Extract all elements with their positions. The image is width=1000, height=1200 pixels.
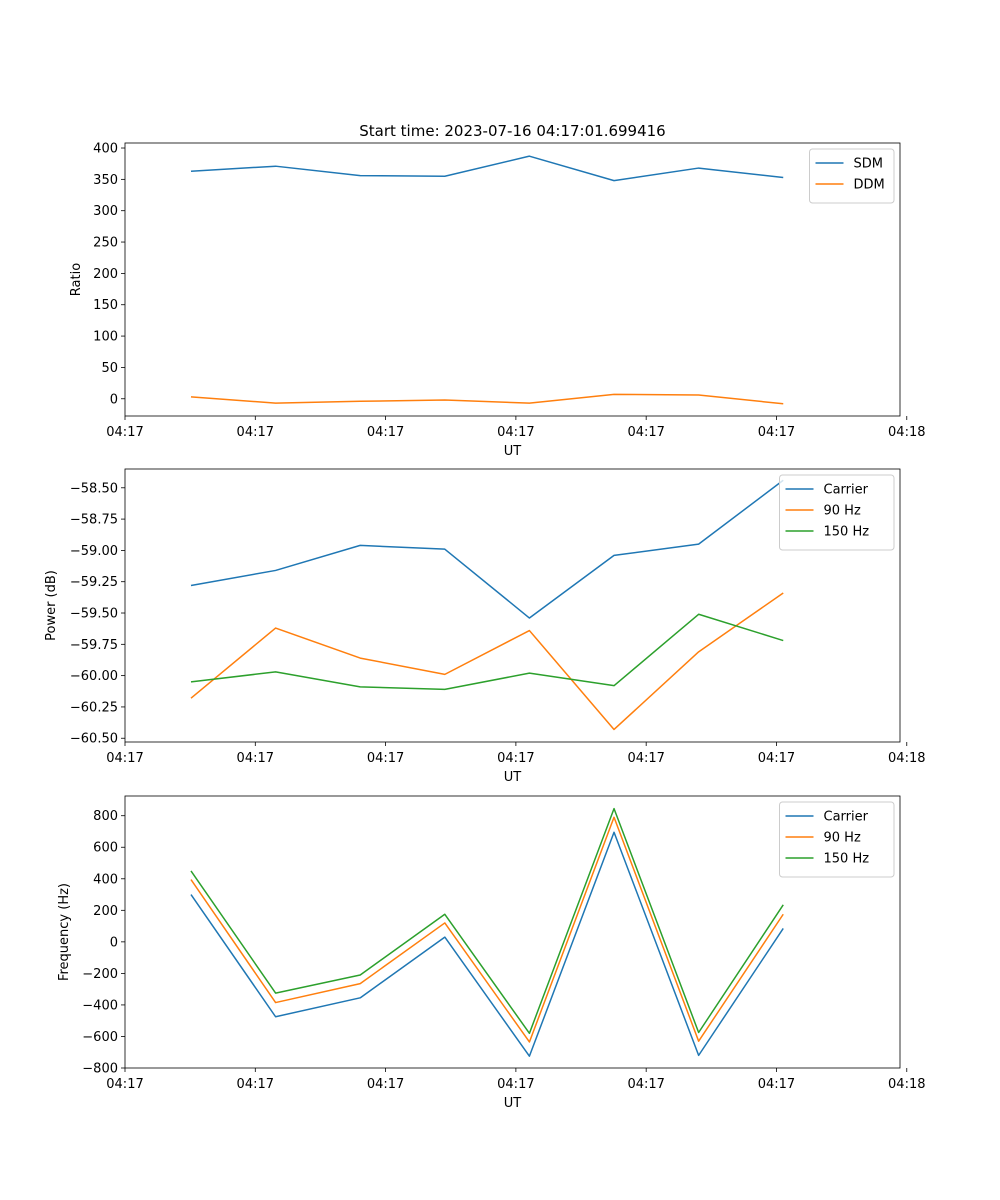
power-y-axis-label: Power (dB)	[44, 570, 59, 641]
frequency-legend-entry: Carrier	[824, 810, 869, 825]
ratio-y-tick-label: 0	[110, 392, 118, 407]
power-legend-entry: Carrier	[824, 483, 869, 498]
ratio-axes-frame	[124, 142, 901, 417]
frequency-series-line-150-hz	[190, 807, 784, 1035]
ratio-y-tick-label: 350	[93, 173, 118, 188]
power-y-tick-label: −58.50	[70, 481, 118, 496]
power-y-tick-label: −60.00	[70, 669, 118, 684]
ratio-y-tick-label: 150	[93, 298, 118, 313]
ratio-series-line-sdm	[190, 155, 784, 182]
ratio-x-tick-label: 04:17	[758, 425, 795, 440]
power-x-tick-label: 04:17	[367, 751, 404, 766]
frequency-legend-entry: 150 Hz	[824, 852, 870, 867]
frequency-y-tick-label: 400	[93, 872, 118, 887]
frequency-y-tick-label: 600	[93, 841, 118, 856]
ratio-x-tick-label: 04:17	[367, 425, 404, 440]
power-axes-frame	[124, 468, 901, 743]
ratio-x-tick-label: 04:17	[497, 425, 534, 440]
frequency-y-axis-label: Frequency (Hz)	[57, 883, 72, 981]
frequency-x-tick-label: 04:17	[367, 1077, 404, 1092]
frequency-x-tick-label: 04:17	[758, 1077, 795, 1092]
ratio-x-axis-label: UT	[504, 444, 522, 459]
ratio-x-tick-label: 04:17	[627, 425, 664, 440]
frequency-x-tick-label: 04:17	[237, 1077, 274, 1092]
ratio-legend-entry: DDM	[854, 178, 885, 193]
power-x-tick-label: 04:17	[758, 751, 795, 766]
power-y-tick-label: −58.75	[70, 513, 118, 528]
frequency-y-tick-label: −200	[82, 967, 118, 982]
power-y-tick-label: −59.75	[70, 638, 118, 653]
frequency-y-tick-label: 200	[93, 904, 118, 919]
frequency-y-tick-label: 800	[93, 809, 118, 824]
frequency-x-tick-label: 04:17	[497, 1077, 534, 1092]
ratio-y-tick-label: 200	[93, 267, 118, 282]
power-y-tick-label: −59.25	[70, 575, 118, 590]
frequency-y-tick-label: −400	[82, 998, 118, 1013]
ratio-legend-entry: SDM	[854, 157, 883, 172]
power-y-tick-label: −59.50	[70, 607, 118, 622]
power-x-tick-label: 04:17	[237, 751, 274, 766]
frequency-legend-entry: 90 Hz	[824, 831, 861, 846]
ratio-y-tick-label: 100	[93, 330, 118, 345]
power-x-tick-label: 04:17	[627, 751, 664, 766]
power-legend-entry: 90 Hz	[824, 504, 861, 519]
figure-title: Start time: 2023-07-16 04:17:01.699416	[359, 122, 665, 140]
ratio-y-tick-label: 250	[93, 236, 118, 251]
power-series-line-90-hz	[190, 592, 784, 731]
frequency-x-tick-label: 04:17	[106, 1077, 143, 1092]
ratio-y-axis-label: Ratio	[69, 263, 84, 296]
power-legend-entry: 150 Hz	[824, 525, 870, 540]
frequency-y-tick-label: 0	[110, 935, 118, 950]
ratio-x-tick-label: 04:17	[237, 425, 274, 440]
frequency-x-tick-label: 04:18	[888, 1077, 925, 1092]
frequency-series-line-carrier	[190, 831, 784, 1057]
power-x-axis-label: UT	[504, 770, 522, 785]
frequency-x-axis-label: UT	[504, 1096, 522, 1111]
power-series-line-150-hz	[190, 613, 784, 691]
ratio-y-tick-label: 400	[93, 142, 118, 157]
frequency-y-tick-label: −600	[82, 1030, 118, 1045]
ratio-y-tick-label: 50	[101, 361, 118, 376]
power-x-tick-label: 04:17	[106, 751, 143, 766]
power-y-tick-label: −60.25	[70, 700, 118, 715]
frequency-series-line-90-hz	[190, 816, 784, 1043]
ratio-x-tick-label: 04:17	[106, 425, 143, 440]
frequency-y-tick-label: −800	[82, 1062, 118, 1077]
power-y-tick-label: −60.50	[70, 732, 118, 747]
power-panel: 04:17 04:17 04:17 04:17 04:17 04:17 04:18 −58.5…	[44, 468, 926, 785]
frequency-x-tick-label: 04:17	[627, 1077, 664, 1092]
power-x-tick-label: 04:17	[497, 751, 534, 766]
ratio-series-line-ddm	[190, 393, 784, 405]
power-y-tick-label: −59.00	[70, 544, 118, 559]
power-x-tick-label: 04:18	[888, 751, 925, 766]
frequency-panel: 04:17 04:17 04:17 04:17 04:17 04:17 04:18 800 60…	[57, 795, 926, 1111]
ratio-panel: 04:17 04:17 04:17 04:17 04:17 04:17 04:18 0 50 10…	[69, 142, 926, 459]
frequency-axes-frame	[124, 795, 901, 1069]
ratio-x-tick-label: 04:18	[888, 425, 925, 440]
power-series-line-carrier	[190, 479, 784, 619]
ratio-y-tick-label: 300	[93, 204, 118, 219]
